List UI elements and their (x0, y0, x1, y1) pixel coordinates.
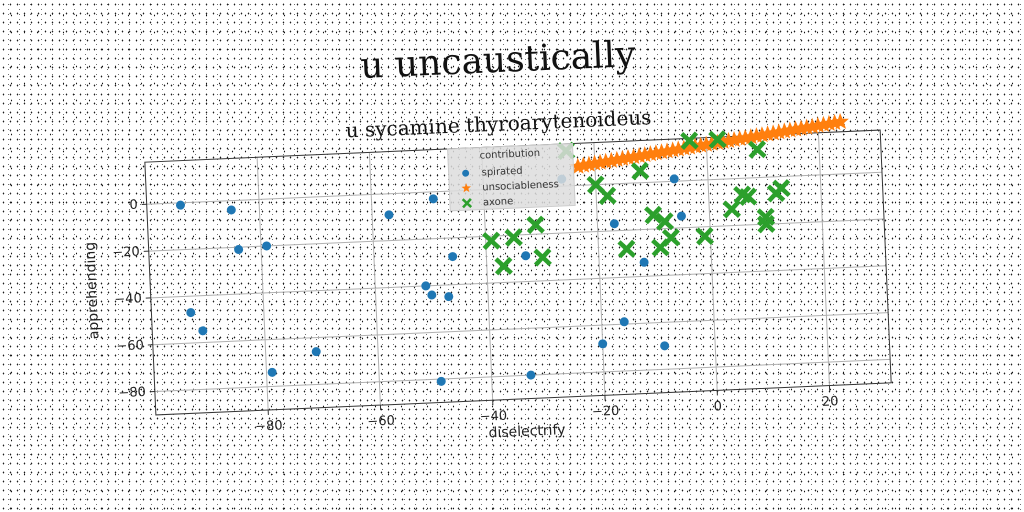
point-axone (722, 199, 742, 219)
y-tick-label: −40 (114, 291, 142, 307)
grid-line-x-4 (705, 137, 718, 391)
grid-line-y-2 (150, 265, 887, 299)
legend-label-spirated: spirated (481, 166, 522, 179)
x-tick-label: −60 (367, 414, 395, 430)
point-axone (695, 226, 715, 246)
x-tick-label: −20 (592, 404, 620, 420)
point-spirated (186, 308, 196, 318)
y-tick-label: −60 (116, 338, 144, 354)
legend-marker-unsociableness (461, 183, 471, 193)
point-spirated (598, 339, 608, 349)
point-axone (494, 256, 513, 276)
point-axone (772, 179, 791, 198)
y-tick-label: −80 (118, 385, 146, 401)
point-spirated (262, 241, 272, 251)
legend-marker-axone (461, 198, 473, 209)
point-axone (617, 239, 636, 259)
point-spirated (421, 281, 431, 291)
grid-line-x-0 (256, 157, 269, 411)
point-spirated (676, 211, 686, 221)
y-tick-label: −20 (112, 245, 140, 261)
point-spirated (444, 292, 454, 302)
point-spirated (526, 370, 536, 380)
x-axis-label: diselectrify (488, 422, 566, 441)
point-axone (504, 228, 523, 247)
x-tick-label: 20 (822, 394, 839, 410)
point-spirated (660, 341, 670, 351)
point-axone (738, 187, 758, 207)
grid-line-y-3 (152, 312, 889, 346)
point-spirated (226, 205, 236, 215)
grid-line-x-1 (368, 152, 381, 406)
point-spirated (669, 174, 679, 184)
legend: contribution spirated unsociableness axo… (447, 142, 576, 212)
x-tick-label: 0 (713, 399, 722, 414)
point-unsociableness (831, 112, 849, 130)
legend-box (447, 142, 576, 212)
point-axone (661, 228, 681, 247)
legend-label-axone: axone (483, 196, 514, 208)
chart-title: u sycamine thyroarytenoideus (345, 105, 652, 142)
point-axone (708, 130, 727, 149)
legend-marker-spirated (462, 169, 470, 177)
point-spirated (619, 317, 629, 327)
point-spirated (609, 219, 619, 229)
legend-title: contribution (479, 148, 540, 162)
point-spirated (198, 326, 208, 336)
point-spirated (436, 376, 446, 386)
point-axone (482, 231, 501, 251)
chart-suptitle: u uncaustically (360, 34, 637, 87)
point-axone (533, 248, 552, 267)
point-axone (680, 131, 699, 150)
point-axone (526, 215, 545, 235)
axis-ticks: −80 −60 −40 −20 0 20 0 −20 −40 −60 −80 (112, 198, 839, 435)
point-spirated (267, 367, 277, 377)
point-spirated (428, 194, 438, 204)
point-spirated (311, 347, 321, 357)
data-points (175, 112, 849, 386)
grid-line-y-4 (154, 358, 891, 393)
plot-area: u sycamine thyroarytenoideus −80 −60 −40 −2… (82, 105, 892, 441)
y-tick-label: 0 (129, 198, 138, 213)
point-spirated (448, 252, 458, 262)
point-spirated (427, 290, 437, 300)
point-axone (748, 140, 767, 159)
x-tick-label: −40 (479, 409, 507, 425)
point-spirated (175, 200, 185, 210)
point-axone (655, 212, 675, 231)
point-spirated (384, 210, 394, 220)
point-spirated (639, 257, 649, 267)
grid-line-x-5 (817, 132, 830, 386)
x-tick-label: −80 (255, 418, 283, 434)
legend-label-unsociableness: unsociableness (482, 179, 559, 193)
point-axone (630, 161, 650, 181)
point-axone (644, 205, 663, 225)
point-spirated (234, 245, 244, 255)
point-axone (598, 186, 617, 206)
point-axone (756, 214, 776, 234)
y-axis-label: apprehending (82, 242, 102, 340)
point-spirated (521, 251, 531, 261)
